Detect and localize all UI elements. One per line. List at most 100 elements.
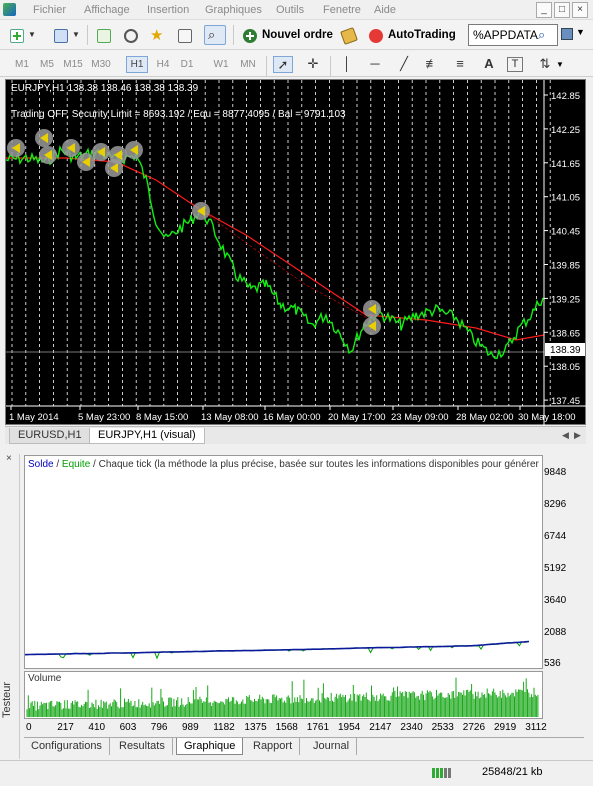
timeframe-w1[interactable]: W1 xyxy=(213,59,229,70)
star-icon: ★ xyxy=(150,27,164,44)
favorites-button[interactable]: ★ xyxy=(147,25,167,45)
timeframe-m5[interactable]: M5 xyxy=(40,59,54,70)
timeframe-h4[interactable]: H4 xyxy=(156,59,170,70)
equity-x-tick-label: 410 xyxy=(88,722,106,733)
legend-solde: Solde xyxy=(28,459,54,470)
timeframe-m30[interactable]: M30 xyxy=(91,59,111,70)
meta-editor-button[interactable] xyxy=(338,25,358,45)
timeframe-d1[interactable]: D1 xyxy=(180,59,194,70)
price-tick-label: 141.65 xyxy=(551,159,580,170)
community-icon[interactable] xyxy=(561,28,573,40)
new-order-label: Nouvel ordre xyxy=(262,29,333,41)
chart-tab-bar: EURUSD,H1 EURJPY,H1 (visual) ◀ ▶ xyxy=(5,426,586,444)
arrows-icon[interactable]: ⇅ xyxy=(539,56,551,71)
minimize-button[interactable]: _ xyxy=(536,2,552,18)
new-order-button[interactable]: Nouvel ordre xyxy=(239,25,334,45)
current-price-label: 138.39 xyxy=(550,345,581,356)
search-input[interactable]: %APPDATA xyxy=(468,24,558,46)
restore-button[interactable]: □ xyxy=(554,2,570,18)
menu-affichage[interactable]: Affichage xyxy=(84,4,130,16)
tab-configurations[interactable]: Configurations xyxy=(24,738,110,755)
balance-series-line xyxy=(24,640,530,656)
menu-fichier[interactable]: Fichier xyxy=(33,4,67,16)
chevron-down-icon[interactable]: ▼ xyxy=(556,60,564,69)
autotrading-icon xyxy=(369,29,383,43)
tab-eurjpy-h1-visual[interactable]: EURJPY,H1 (visual) xyxy=(89,428,205,444)
trade-arrow-icon xyxy=(12,143,20,153)
terminal-button[interactable] xyxy=(174,25,194,45)
equity-x-tick-label: 1182 xyxy=(213,722,235,733)
tab-rapport[interactable]: Rapport xyxy=(246,738,301,755)
equity-x-tick-label: 2340 xyxy=(400,722,423,733)
equity-x-tick-label: 1954 xyxy=(338,722,361,733)
price-tick-label: 138.65 xyxy=(551,328,580,339)
close-button[interactable]: × xyxy=(572,2,588,18)
navigator-button[interactable] xyxy=(120,25,140,45)
trendline-icon[interactable]: ╱ xyxy=(400,56,408,71)
fibonacci-icon[interactable]: ≡ xyxy=(456,56,464,71)
time-tick-label: 1 May 2014 xyxy=(9,412,59,423)
magnifier-icon: ⌕ xyxy=(208,27,216,42)
plus-icon xyxy=(243,29,257,43)
tester-sidebar xyxy=(4,454,20,759)
chevron-down-icon[interactable]: ▼ xyxy=(576,27,585,37)
search-icon[interactable]: ⌕ xyxy=(538,27,546,42)
trade-arrow-icon xyxy=(110,163,118,173)
price-chart[interactable]: 142.85 142.25 141.65 141.05 140.45 139.85 139.… xyxy=(5,79,587,426)
market-watch-icon xyxy=(97,29,111,43)
current-price-box xyxy=(545,343,585,356)
timeframe-m1[interactable]: M1 xyxy=(15,59,29,70)
market-watch-button[interactable] xyxy=(93,25,113,45)
new-chart-button[interactable]: ▼ xyxy=(6,25,36,45)
price-tick-label: 138.05 xyxy=(551,362,580,373)
connection-bars-icon xyxy=(432,768,451,778)
time-tick-label: 28 May 02:00 xyxy=(456,412,514,423)
time-tick-label: 8 May 15:00 xyxy=(136,412,188,423)
trade-arrow-icon xyxy=(114,150,122,160)
profiles-button[interactable]: ▼ xyxy=(50,25,80,45)
trade-arrow-icon xyxy=(82,157,90,167)
tab-journal[interactable]: Journal xyxy=(306,738,358,755)
equity-x-tick-label: 1761 xyxy=(306,722,330,733)
tab-graphique[interactable]: Graphique xyxy=(176,738,244,755)
tab-scroll-right-icon[interactable]: ▶ xyxy=(574,430,581,440)
equity-chart[interactable] xyxy=(24,455,543,669)
tab-resultats[interactable]: Resultats xyxy=(112,738,173,755)
menu-fenetre[interactable]: Fenetre xyxy=(323,4,361,16)
vertical-line-icon[interactable]: │ xyxy=(342,56,352,71)
volume-label: Volume xyxy=(28,673,62,684)
equidistant-channel-icon[interactable]: ≢ xyxy=(425,56,439,71)
time-tick-label: 20 May 17:00 xyxy=(328,412,386,423)
text-icon[interactable]: A xyxy=(484,56,494,71)
cursor-icon[interactable]: ➚ xyxy=(273,56,293,73)
timeframe-m15[interactable]: M15 xyxy=(63,59,83,70)
equity-x-tick-label: 603 xyxy=(119,722,137,733)
tab-scroll-left-icon[interactable]: ◀ xyxy=(562,430,569,440)
horizontal-line-icon[interactable]: ─ xyxy=(370,56,380,71)
equity-x-tick-label: 0 xyxy=(26,722,32,733)
menu-insertion[interactable]: Insertion xyxy=(147,4,190,16)
menu-outils[interactable]: Outils xyxy=(276,4,305,16)
close-tester-icon[interactable]: × xyxy=(6,453,12,464)
trade-markers xyxy=(7,129,381,335)
equity-y-tick-label: 8296 xyxy=(544,498,567,510)
trade-arrow-icon xyxy=(97,147,105,157)
timeframe-mn[interactable]: MN xyxy=(240,59,256,70)
menu-graphiques[interactable]: Graphiques xyxy=(205,4,262,16)
time-tick-label: 16 May 00:00 xyxy=(263,412,321,423)
profiles-icon xyxy=(54,29,68,43)
time-tick-label: 23 May 09:00 xyxy=(391,412,449,423)
moving-average-line xyxy=(6,157,545,341)
timeframe-h1[interactable]: H1 xyxy=(126,56,148,73)
equity-x-tick-label: 796 xyxy=(150,722,168,733)
menu-aide[interactable]: Aide xyxy=(374,4,397,16)
text-label-icon[interactable]: T xyxy=(507,57,523,72)
autotrading-label: AutoTrading xyxy=(388,29,456,41)
crosshair-icon[interactable]: ✛ xyxy=(307,56,319,71)
equity-y-tick-label: 6744 xyxy=(544,530,567,542)
tab-eurusd-h1[interactable]: EURUSD,H1 xyxy=(9,428,91,444)
tester-button[interactable]: ⌕ xyxy=(204,25,226,45)
price-tick-label: 141.05 xyxy=(551,193,580,204)
autotrading-button[interactable]: AutoTrading xyxy=(365,25,463,45)
legend-equite: Equite xyxy=(61,459,91,470)
